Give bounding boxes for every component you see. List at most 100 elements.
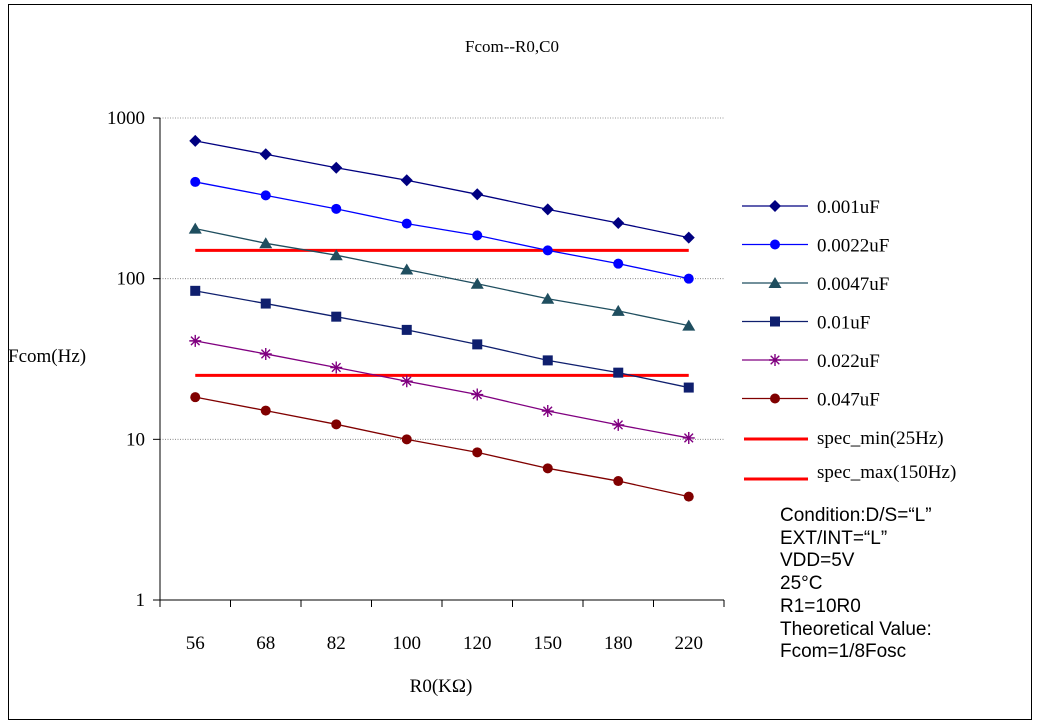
x-axis-label: R0(KΩ): [410, 676, 473, 697]
data-point-0.001uF: [612, 217, 625, 230]
legend-label: 0.022uF: [817, 351, 880, 372]
x-tick-label-120: 120: [463, 633, 492, 654]
series-line-0.01uF: [195, 290, 689, 389]
data-point-0.047uF: [683, 491, 694, 502]
x-tick-label-220: 220: [675, 633, 704, 654]
annotation-line: Condition:D/S=“L”: [780, 505, 932, 526]
data-point-0.047uF: [190, 392, 201, 403]
series-line-0.0022uF: [195, 181, 689, 280]
series-line-0.0047uF: [195, 227, 689, 327]
legend-marker: [770, 316, 780, 327]
data-point-0.01uF: [472, 339, 483, 350]
data-point-0.01uF: [260, 298, 271, 309]
data-point-0.01uF: [613, 367, 624, 378]
data-point-0.001uF: [471, 188, 484, 201]
axes: 1 10 100 1000 56 68 82 100 120 150 180 220: [107, 108, 725, 654]
x-tick-label-56: 56: [186, 633, 205, 654]
legend-item-0.0047uF: 0.0047uF: [742, 274, 889, 295]
series-line-0.022uF: [195, 340, 689, 439]
series-line-0.047uF: [195, 396, 689, 498]
data-point-0.047uF: [613, 476, 624, 487]
data-point-0.022uF: [541, 405, 554, 418]
grid-lines: [160, 117, 724, 440]
legend-marker: [770, 393, 780, 404]
y-axis-label: Fcom(Hz): [8, 346, 86, 367]
data-point-0.047uF: [542, 463, 553, 474]
x-tick-label-100: 100: [393, 633, 422, 654]
data-point-0.0022uF: [260, 190, 271, 201]
data-point-0.01uF: [401, 324, 412, 335]
data-point-0.0047uF: [611, 304, 625, 316]
data-point-0.0047uF: [682, 319, 696, 331]
y-tick-label-10: 10: [126, 429, 145, 450]
legend-item-spec_min(25Hz): spec_min(25Hz): [744, 428, 944, 449]
data-point-0.022uF: [330, 361, 343, 374]
series-0.001uF: [189, 134, 695, 244]
series-0.01uF: [190, 285, 694, 393]
legend-label: 0.0022uF: [817, 236, 889, 257]
data-point-0.047uF: [401, 434, 412, 445]
legend-label: 0.001uF: [817, 197, 880, 218]
data-point-0.0047uF: [400, 263, 414, 275]
legend-item-0.0022uF: 0.0022uF: [742, 236, 889, 257]
data-point-0.022uF: [471, 388, 484, 401]
legend-label: 0.047uF: [817, 390, 880, 411]
data-point-0.0022uF: [401, 218, 412, 229]
series-0.047uF: [190, 392, 694, 502]
data-point-0.022uF: [400, 375, 413, 388]
data-point-0.0022uF: [190, 176, 201, 187]
data-point-0.001uF: [400, 174, 413, 187]
reference-lines: [195, 248, 689, 377]
data-point-0.001uF: [682, 231, 695, 244]
legend: 0.001uF 0.0022uF 0.0047uF 0.01uF 0.022uF 0.04…: [742, 197, 956, 483]
legend-marker: [769, 200, 781, 212]
annotation-line: EXT/INT=“L”: [780, 527, 888, 549]
chart-frame: [8, 4, 1032, 720]
chart-title: Fcom--R0,C0: [465, 37, 559, 56]
legend-label: spec_min(25Hz): [817, 428, 944, 449]
data-point-0.01uF: [683, 382, 694, 393]
data-point-0.0022uF: [472, 230, 483, 241]
annotation-line: Theoretical Value:: [780, 618, 932, 640]
data-point-0.0047uF: [188, 222, 202, 234]
data-point-0.022uF: [612, 418, 625, 431]
x-tick-label-68: 68: [256, 633, 275, 654]
data-point-0.0047uF: [259, 237, 273, 249]
legend-item-0.047uF: 0.047uF: [742, 390, 880, 411]
data-point-0.01uF: [190, 285, 201, 296]
data-point-0.01uF: [542, 355, 553, 366]
series-line-0.001uF: [195, 140, 689, 239]
legend-marker: [768, 277, 782, 288]
data-point-0.001uF: [330, 161, 343, 174]
data-point-0.0022uF: [331, 203, 342, 214]
data-point-0.0047uF: [470, 277, 484, 289]
legend-item-0.022uF: 0.022uF: [742, 351, 880, 372]
series-0.022uF: [189, 334, 695, 444]
data-point-0.047uF: [472, 447, 483, 458]
condition-annotation: Condition:D/S=“L” EXT/INT=“L” VDD=5V 25°C R1…: [780, 505, 1030, 664]
data-point-0.022uF: [682, 431, 695, 444]
data-point-0.047uF: [260, 405, 271, 416]
data-point-0.0047uF: [329, 249, 343, 261]
data-point-0.047uF: [331, 419, 342, 430]
x-tick-label-150: 150: [534, 633, 563, 654]
series-group: [188, 134, 696, 502]
data-point-0.001uF: [189, 134, 202, 147]
data-point-0.0022uF: [683, 273, 694, 284]
annotation-line: R1=10R0: [780, 595, 861, 617]
data-point-0.001uF: [541, 203, 554, 216]
data-point-0.022uF: [259, 347, 272, 360]
annotation-line: Fcom=1/8Fosc: [780, 641, 907, 663]
data-point-0.0022uF: [613, 258, 624, 269]
data-point-0.0022uF: [542, 245, 553, 256]
legend-item-0.01uF: 0.01uF: [742, 313, 870, 334]
legend-label: 0.01uF: [817, 313, 870, 334]
series-0.0022uF: [190, 176, 694, 284]
y-tick-label-1000: 1000: [107, 108, 145, 129]
legend-marker: [770, 239, 780, 250]
y-tick-label-100: 100: [117, 269, 146, 290]
annotation-line: VDD=5V: [780, 550, 855, 572]
legend-label: spec_max(150Hz): [817, 462, 956, 483]
legend-item-spec_max(150Hz): spec_max(150Hz): [744, 462, 956, 483]
